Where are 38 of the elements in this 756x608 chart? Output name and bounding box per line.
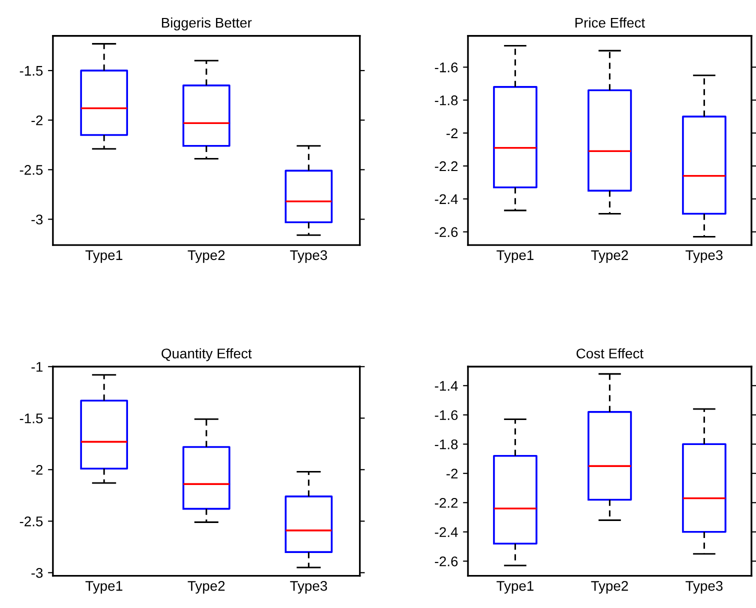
y-tick-label: -1.5 — [20, 414, 43, 424]
x-tick-label: Type3 — [686, 581, 723, 594]
y-tick-label: -1.4 — [434, 381, 458, 391]
y-tick-label: -2.4 — [434, 194, 458, 204]
chart-title: Price Effect — [575, 17, 645, 28]
x-tick-label: Type2 — [591, 250, 628, 263]
x-tick-label: Type2 — [188, 581, 225, 594]
y-tick-label: -2.2 — [434, 161, 458, 172]
y-tick-label: -2 — [31, 115, 42, 126]
y-tick-label: -2.6 — [434, 556, 458, 566]
x-tick-label: Type1 — [85, 250, 122, 263]
y-tick-label: -1.8 — [434, 95, 458, 106]
chart-title: Quantity Effect — [162, 348, 252, 362]
y-tick-label: -2.2 — [434, 498, 458, 508]
y-tick-label: -2.6 — [434, 227, 458, 238]
x-tick-label: Type1 — [496, 581, 534, 594]
x-tick-label: Type2 — [188, 250, 225, 263]
chart-title: Biggeris Better — [162, 17, 252, 30]
y-tick-label: -3 — [31, 214, 43, 224]
chart-title: Cost Effect — [576, 348, 644, 358]
y-tick-label: -1.6 — [434, 410, 458, 420]
y-tick-label: -1.8 — [434, 439, 458, 450]
y-tick-label: -2.4 — [434, 527, 458, 537]
x-tick-label: Type3 — [290, 250, 328, 263]
x-tick-label: Type1 — [496, 250, 534, 263]
y-tick-label: -1.6 — [434, 62, 458, 72]
y-tick-label: -2 — [446, 468, 458, 478]
x-tick-label: Type3 — [686, 250, 723, 263]
y-tick-label: -3 — [31, 568, 43, 578]
y-tick-label: -1 — [31, 362, 43, 372]
x-tick-label: Type3 — [290, 581, 328, 594]
x-tick-label: Type1 — [85, 581, 122, 594]
x-tick-label: Type2 — [591, 581, 628, 594]
y-tick-label: -1.5 — [20, 66, 43, 76]
y-tick-label: -2 — [31, 464, 42, 475]
y-tick-label: -2 — [446, 128, 458, 138]
y-tick-label: -2.5 — [20, 516, 43, 526]
y-tick-label: -2.5 — [20, 165, 43, 175]
